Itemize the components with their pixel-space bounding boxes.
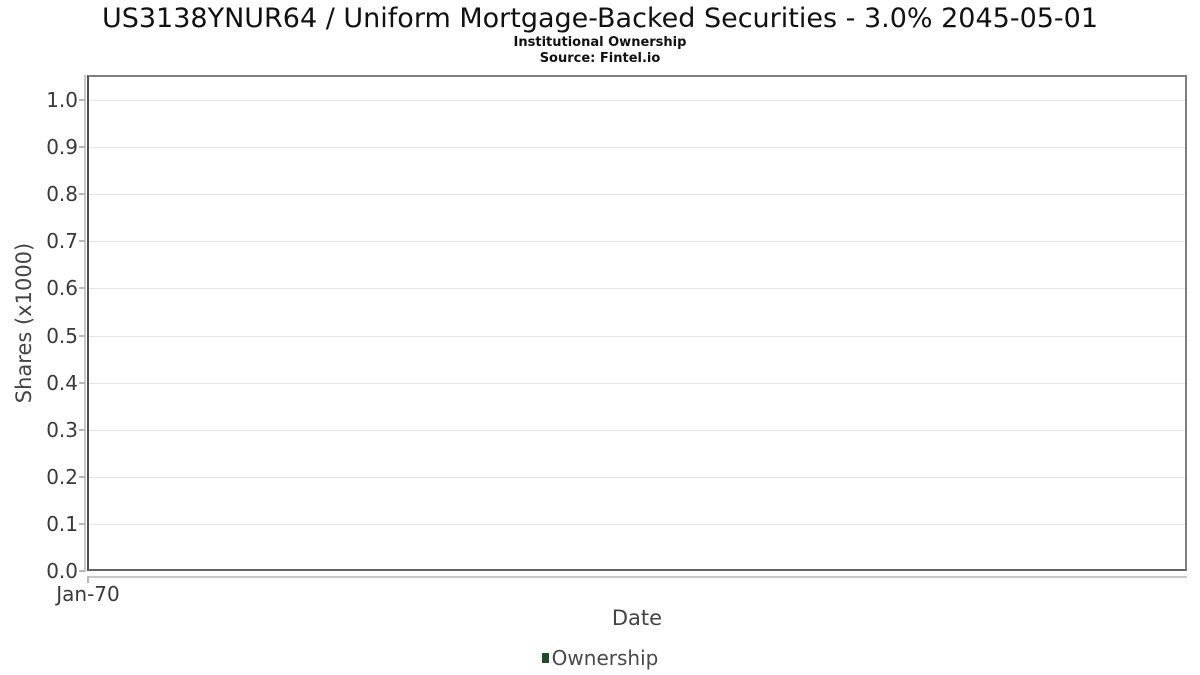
x-tick-mark [87, 576, 89, 583]
gridline [89, 194, 1185, 196]
legend: Ownership [0, 646, 1200, 670]
y-tick-mark [79, 240, 85, 243]
y-tick-label: 0.0 [46, 559, 78, 583]
chart-subtitle: Institutional Ownership [513, 35, 687, 50]
gridline [89, 429, 1185, 431]
y-tick-label: 0.2 [46, 464, 78, 489]
y-tick-mark [79, 287, 85, 290]
y-tick-label: 1.0 [46, 88, 78, 112]
y-tick-mark [79, 146, 85, 149]
legend-marker-icon [541, 653, 549, 663]
y-tick-label: 0.1 [46, 511, 78, 536]
y-tick-mark [79, 570, 85, 572]
y-axis-line [84, 75, 86, 572]
y-tick-label: 0.5 [46, 323, 78, 348]
gridline [89, 523, 1185, 525]
y-tick-label: 0.6 [46, 276, 78, 301]
y-axis-label: Shares (x1000) [12, 242, 36, 404]
legend-label: Ownership [551, 646, 659, 670]
chart-source-attribution: Source: Fintel.io [539, 51, 661, 66]
x-axis-label: Date [611, 606, 663, 630]
plot-area [87, 75, 1187, 571]
gridline [89, 382, 1185, 384]
gridline [89, 476, 1185, 478]
y-tick-mark [79, 99, 85, 101]
x-tick-label: Jan-70 [56, 582, 120, 606]
chart-title: US3138YNUR64 / Uniform Mortgage-Backed S… [101, 3, 1099, 34]
y-tick-mark [79, 428, 85, 431]
y-tick-mark [79, 522, 85, 525]
gridline [89, 288, 1185, 290]
y-tick-label: 0.7 [46, 229, 78, 254]
y-tick-label: 0.3 [46, 417, 78, 442]
y-tick-mark [79, 381, 85, 384]
y-tick-mark [79, 334, 85, 337]
y-tick-label: 0.8 [46, 182, 78, 207]
gridline [89, 147, 1185, 149]
y-tick-label: 0.4 [46, 370, 78, 395]
y-tick-label: 0.9 [46, 135, 78, 160]
gridline [89, 335, 1185, 337]
y-tick-mark [79, 193, 85, 196]
gridline [89, 241, 1185, 243]
x-axis-line [87, 576, 1187, 578]
gridline [89, 100, 1185, 101]
legend-item-ownership: Ownership [541, 646, 659, 670]
y-tick-mark [79, 475, 85, 478]
